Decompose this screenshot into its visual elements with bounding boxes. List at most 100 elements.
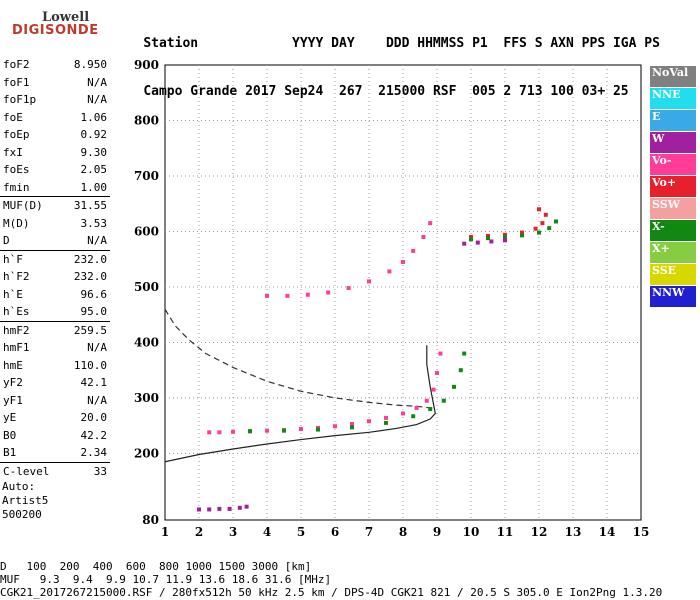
param-value: 9.30 bbox=[80, 145, 108, 159]
x-tick-label: 6 bbox=[331, 525, 339, 539]
y-tick-label: 200 bbox=[134, 446, 159, 460]
echo-point bbox=[231, 429, 235, 434]
legend-item-noval: NoVal bbox=[650, 66, 696, 88]
param-label: h`E bbox=[3, 287, 23, 301]
header-value-axn: 713 bbox=[519, 84, 543, 99]
echo-point bbox=[424, 398, 429, 403]
echo-point bbox=[543, 212, 548, 217]
muf-values: 9.3 9.4 9.9 10.7 11.9 13.6 18.6 31.6 [MH… bbox=[39, 573, 332, 586]
param-row: M(D) 3.53 bbox=[0, 215, 110, 233]
plot-frame bbox=[164, 64, 642, 521]
echo-point bbox=[217, 506, 222, 511]
scaled-parameters-panel: foF2 8.950 foF1 N/A foF1p N/A foE 1.06 foEp 0.92 f… bbox=[0, 56, 110, 480]
param-value: 95.0 bbox=[80, 305, 108, 318]
echo-point bbox=[316, 427, 320, 432]
param-value: 1.00 bbox=[80, 180, 108, 194]
param-label: foE bbox=[3, 110, 23, 124]
param-label: foF2 bbox=[3, 58, 30, 71]
param-row: foEs 2.05 bbox=[0, 161, 110, 179]
param-row: foF1p N/A bbox=[0, 91, 110, 109]
param-label: yE bbox=[3, 411, 17, 424]
param-row: yE 20.0 bbox=[0, 409, 110, 427]
echo-point bbox=[452, 384, 456, 389]
param-value: N/A bbox=[87, 341, 107, 354]
param-label: foEp bbox=[3, 128, 30, 141]
header-value-s: 2 bbox=[503, 84, 512, 99]
param-label: foEs bbox=[3, 163, 30, 176]
header-value-hhmmss: 215000 bbox=[378, 84, 426, 99]
param-value: 33 bbox=[93, 464, 107, 478]
header-labels: Station YYYY DAY DDD HHMMSS P1 FFS S AXN… bbox=[112, 20, 672, 68]
profile-solid-line bbox=[164, 345, 436, 463]
param-label: hmE bbox=[3, 358, 23, 372]
header-label-s: S bbox=[534, 36, 543, 51]
header-label-pps: PPS bbox=[581, 36, 606, 51]
muf-label: MUF bbox=[0, 573, 20, 586]
header-label-ddd: DDD bbox=[385, 36, 410, 51]
header-value-day: Sep24 bbox=[284, 84, 324, 99]
header-label-ps: PS bbox=[644, 36, 660, 51]
echo-point bbox=[265, 293, 269, 298]
echo-point bbox=[537, 230, 541, 235]
echo-point bbox=[537, 207, 541, 212]
auto-software: Artist5 bbox=[2, 494, 49, 507]
echo-point bbox=[462, 241, 467, 246]
echo-point bbox=[489, 239, 494, 244]
param-row: h`E 96.6 bbox=[0, 286, 110, 304]
legend-item-nne: NNE bbox=[650, 88, 696, 110]
echo-point bbox=[547, 226, 552, 231]
echo-point bbox=[367, 279, 371, 284]
header-value-ps: 25 bbox=[612, 84, 629, 99]
y-tick-label: 400 bbox=[134, 335, 159, 349]
echo-point bbox=[346, 286, 351, 291]
param-value: 8.950 bbox=[73, 58, 107, 71]
param-label: foF1p bbox=[3, 93, 37, 106]
param-row: h`F2 232.0 bbox=[0, 268, 110, 286]
param-value: 0.92 bbox=[80, 128, 108, 141]
echo-point bbox=[401, 259, 405, 264]
param-label: C-level bbox=[3, 464, 50, 478]
param-value: 20.0 bbox=[80, 411, 108, 424]
echo-point bbox=[350, 425, 354, 430]
echo-point bbox=[475, 240, 480, 245]
x-tick-label: 5 bbox=[297, 525, 305, 539]
echo-point bbox=[367, 419, 371, 424]
legend-item-e: E bbox=[650, 110, 696, 132]
echo-point bbox=[554, 219, 558, 224]
param-value: N/A bbox=[87, 75, 107, 89]
y-tick-label: 500 bbox=[134, 280, 159, 294]
echo-point bbox=[431, 387, 436, 392]
param-value: N/A bbox=[87, 393, 107, 407]
header-label-yyyy: YYYY bbox=[292, 36, 324, 51]
bottom-info: D 100 200 400 600 800 1000 1500 3000 [km… bbox=[0, 560, 662, 599]
header-label-hhmmss: HHMMSS bbox=[417, 36, 465, 51]
echo-point bbox=[533, 226, 538, 231]
param-value: 3.53 bbox=[80, 216, 108, 230]
echo-point bbox=[265, 428, 269, 433]
x-tick-label: 12 bbox=[531, 525, 548, 539]
echo-point bbox=[421, 235, 426, 240]
x-tick-label: 3 bbox=[229, 525, 237, 539]
param-row: B1 2.34 bbox=[0, 444, 110, 462]
echo-point bbox=[326, 290, 331, 295]
header-label-station: Station bbox=[143, 36, 199, 51]
echo-point bbox=[411, 248, 416, 253]
echo-point bbox=[441, 398, 446, 403]
legend-item-x: X- bbox=[650, 220, 696, 242]
echo-point bbox=[458, 368, 463, 373]
param-row: foEp 0.92 bbox=[0, 126, 110, 144]
echo-point bbox=[248, 429, 252, 434]
param-row: D N/A bbox=[0, 232, 110, 250]
header-value-ffs: 005 bbox=[472, 84, 496, 99]
echo-point bbox=[486, 236, 490, 241]
header-values: Campo Grande 2017 Sep24 267 215000 RSF 0… bbox=[112, 68, 672, 116]
param-value: 2.34 bbox=[80, 446, 108, 459]
param-value: N/A bbox=[87, 93, 107, 106]
y-tick-label: 300 bbox=[134, 391, 159, 405]
legend-item-x: X+ bbox=[650, 242, 696, 264]
x-tick-label: 7 bbox=[365, 525, 373, 539]
echo-point bbox=[428, 221, 433, 226]
legend-item-nnw: NNW bbox=[650, 286, 696, 308]
param-label: yF1 bbox=[3, 393, 23, 407]
